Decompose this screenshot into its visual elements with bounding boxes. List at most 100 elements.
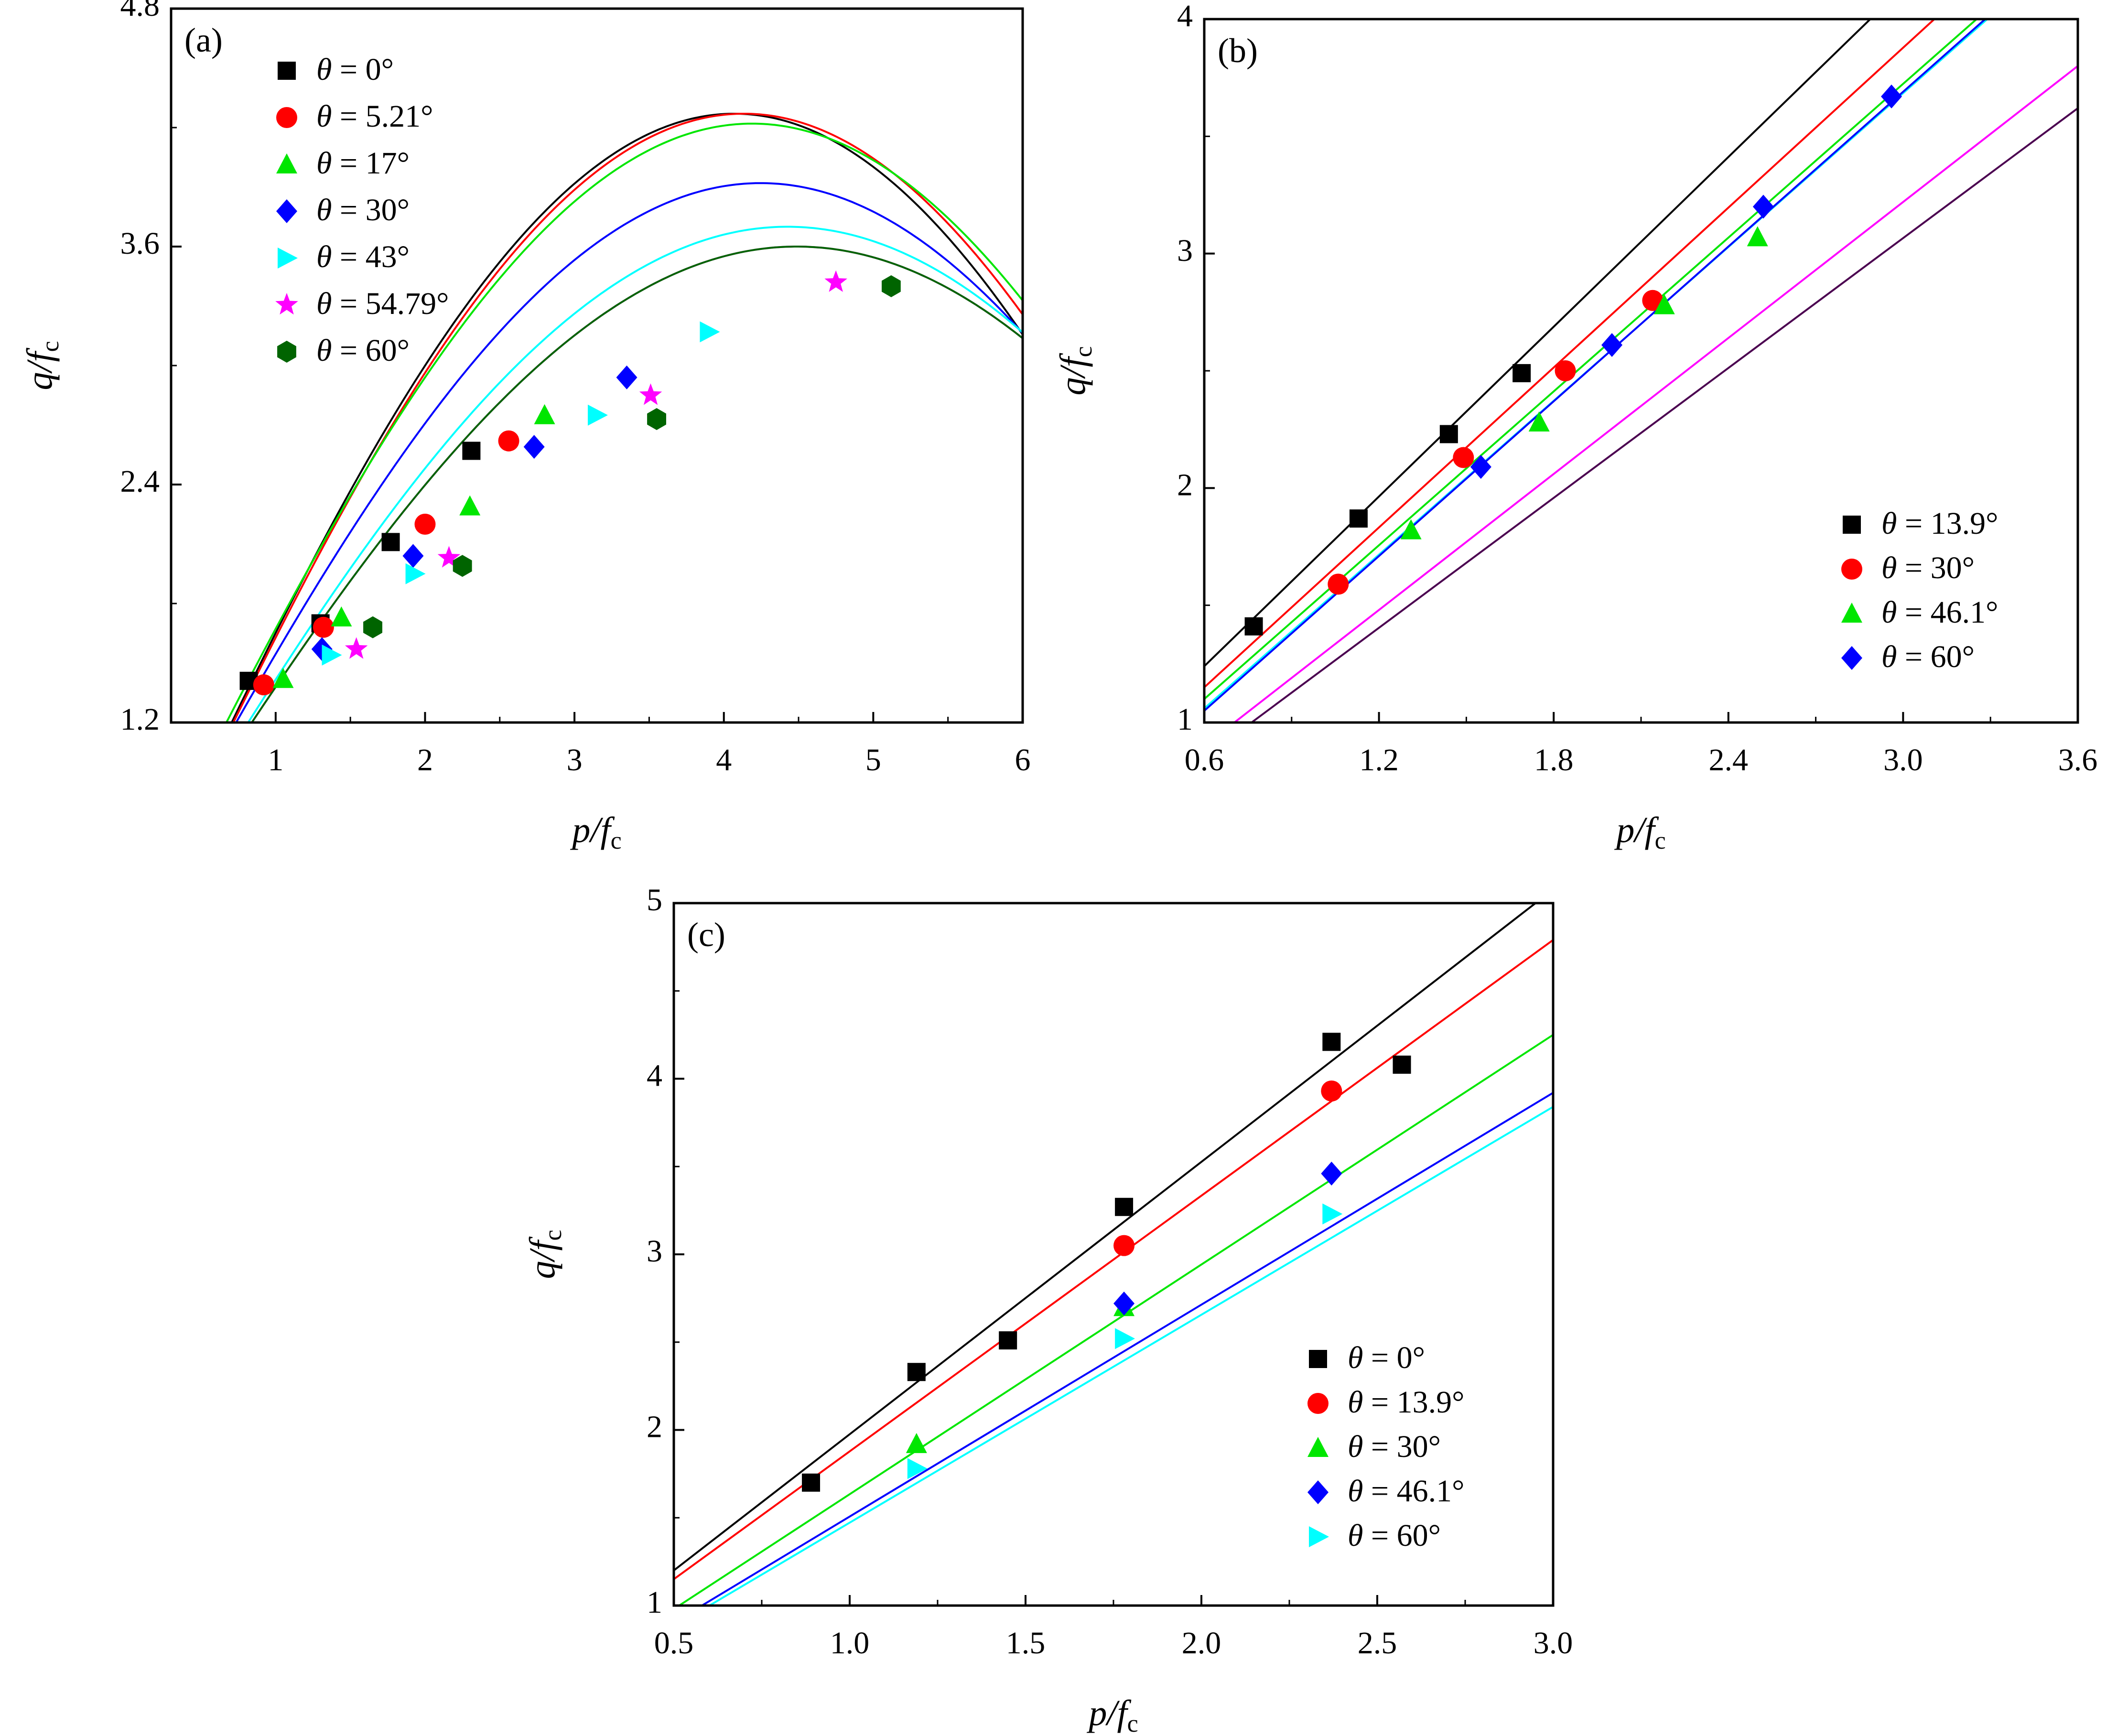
data-point: [882, 275, 901, 297]
fit-line-2: [677, 1034, 1553, 1606]
data-point: [1400, 519, 1422, 539]
data-point: [313, 616, 334, 638]
x-tick-label: 2.5: [1358, 1626, 1397, 1661]
legend-marker: [1841, 646, 1862, 670]
legend-marker: [276, 153, 297, 173]
legend-label: θ = 13.9°: [1348, 1385, 1465, 1420]
legend-label: θ = 54.79°: [316, 286, 449, 321]
x-tick-label: 2.0: [1182, 1626, 1221, 1661]
data-point: [1322, 1033, 1341, 1051]
y-tick-label: 4.8: [120, 0, 160, 23]
data-point: [1113, 1291, 1135, 1315]
data-point: [906, 1433, 927, 1453]
fit-line-6: [1250, 107, 2078, 722]
fit-curves: [225, 113, 1023, 722]
data-point: [1642, 290, 1664, 311]
legend-label: θ = 30°: [1348, 1429, 1441, 1464]
x-axis-label: p/fc: [570, 810, 621, 854]
data-point: [272, 668, 294, 688]
data-point: [322, 644, 342, 666]
x-tick-label: 4: [716, 743, 732, 777]
y-tick-label: 3: [1177, 233, 1193, 268]
x-tick-label: 1.5: [1006, 1626, 1046, 1661]
plot-frame: [672, 902, 1555, 1607]
fit-curve-5: [250, 246, 1023, 722]
data-point: [1555, 360, 1576, 381]
fit-line-0: [674, 903, 1536, 1572]
y-tick-label: 3: [647, 1234, 662, 1269]
x-tick-label: 1: [268, 743, 283, 777]
x-tick-label: 6: [1015, 743, 1031, 777]
data-point: [363, 616, 382, 638]
legend-marker: [1843, 516, 1861, 534]
chart-panel-2: 0.5 1.0 1.5 2.0 2.5 3.0 1 2 3 4 5 (c) p/fc q/fc θ = 0°…: [522, 883, 1573, 1736]
y-tick-label: 1.2: [120, 702, 160, 737]
data-point: [1322, 1203, 1343, 1225]
legend-label: θ = 30°: [316, 193, 410, 227]
fit-curve-6: [250, 246, 1023, 722]
x-tick-label: 3.0: [1883, 743, 1923, 777]
y-tick-label: 3.6: [120, 226, 160, 261]
y-axis-label: q/fc: [522, 1229, 567, 1279]
data-point: [253, 674, 274, 696]
data-point: [345, 637, 368, 659]
data-point: [1321, 1161, 1342, 1186]
data-point: [414, 514, 436, 535]
fit-line-4: [707, 1106, 1553, 1606]
legend-marker: [1309, 1526, 1329, 1547]
data-point: [1453, 447, 1474, 468]
x-tick-label: 0.6: [1185, 743, 1224, 777]
legend-marker: [277, 341, 296, 363]
legend: θ = 0° θ = 13.9° θ = 30° θ = 46.1° θ = 60°: [1307, 1340, 1465, 1553]
legend-label: θ = 60°: [316, 333, 410, 368]
legend-marker: [1307, 1480, 1329, 1504]
data-point: [453, 555, 472, 577]
data-point: [588, 404, 608, 426]
data-point: [381, 533, 400, 551]
y-tick-label: 4: [647, 1058, 662, 1093]
plot-frame: [170, 7, 1024, 724]
data-point: [999, 1331, 1017, 1350]
legend-label: θ = 46.1°: [1881, 595, 1998, 630]
fit-curve-3: [235, 182, 1023, 722]
legend-marker: [275, 293, 298, 315]
y-tick-label: 2: [1177, 467, 1193, 502]
legend-marker: [1841, 559, 1862, 580]
data-point: [1470, 455, 1491, 479]
legend-label: θ = 60°: [1881, 639, 1975, 674]
y-tick-label: 1: [647, 1585, 662, 1620]
legend-label: θ = 46.1°: [1348, 1474, 1465, 1509]
data-point: [907, 1458, 928, 1479]
legend-marker: [1307, 1437, 1329, 1457]
y-tick-label: 4: [1177, 0, 1193, 33]
data-point: [523, 435, 545, 459]
data-point: [616, 365, 637, 389]
data-point: [459, 495, 481, 516]
x-tick-label: 3.6: [2058, 743, 2098, 777]
chart-panel-0: 1 2 3 4 5 6 1.2 2.4 3.6 4.8 (a) p/fc q/fc θ = 0° θ = 5…: [20, 0, 1031, 854]
data-point: [1328, 573, 1349, 595]
x-tick-label: 1.2: [1359, 743, 1399, 777]
legend-marker: [278, 62, 296, 80]
fit-curves: [674, 903, 1553, 1606]
legend-label: θ = 5.21°: [316, 99, 433, 134]
data-point: [1528, 411, 1550, 431]
chart-panel-1: 0.6 1.2 1.8 2.4 3.0 3.6 1 2 3 4 (b) p/fc q/fc θ = 13.…: [1053, 0, 2097, 854]
data-point: [1244, 617, 1263, 636]
x-tick-label: 5: [865, 743, 881, 777]
panel-label: (a): [184, 21, 223, 59]
x-tick-label: 2: [417, 743, 433, 777]
x-tick-label: 1.0: [830, 1626, 870, 1661]
y-axis-label: q/fc: [1053, 346, 1097, 395]
legend-label: θ = 17°: [316, 146, 410, 181]
data-point: [1653, 294, 1675, 314]
y-axis-label: q/fc: [20, 341, 64, 390]
legend-marker: [278, 248, 298, 269]
data-point: [700, 321, 720, 343]
x-axis-label: p/fc: [1086, 1693, 1138, 1736]
x-tick-label: 3.0: [1534, 1626, 1573, 1661]
data-point: [639, 383, 662, 405]
data-point: [1881, 84, 1902, 108]
data-point: [824, 270, 847, 292]
data-point: [1601, 333, 1623, 357]
